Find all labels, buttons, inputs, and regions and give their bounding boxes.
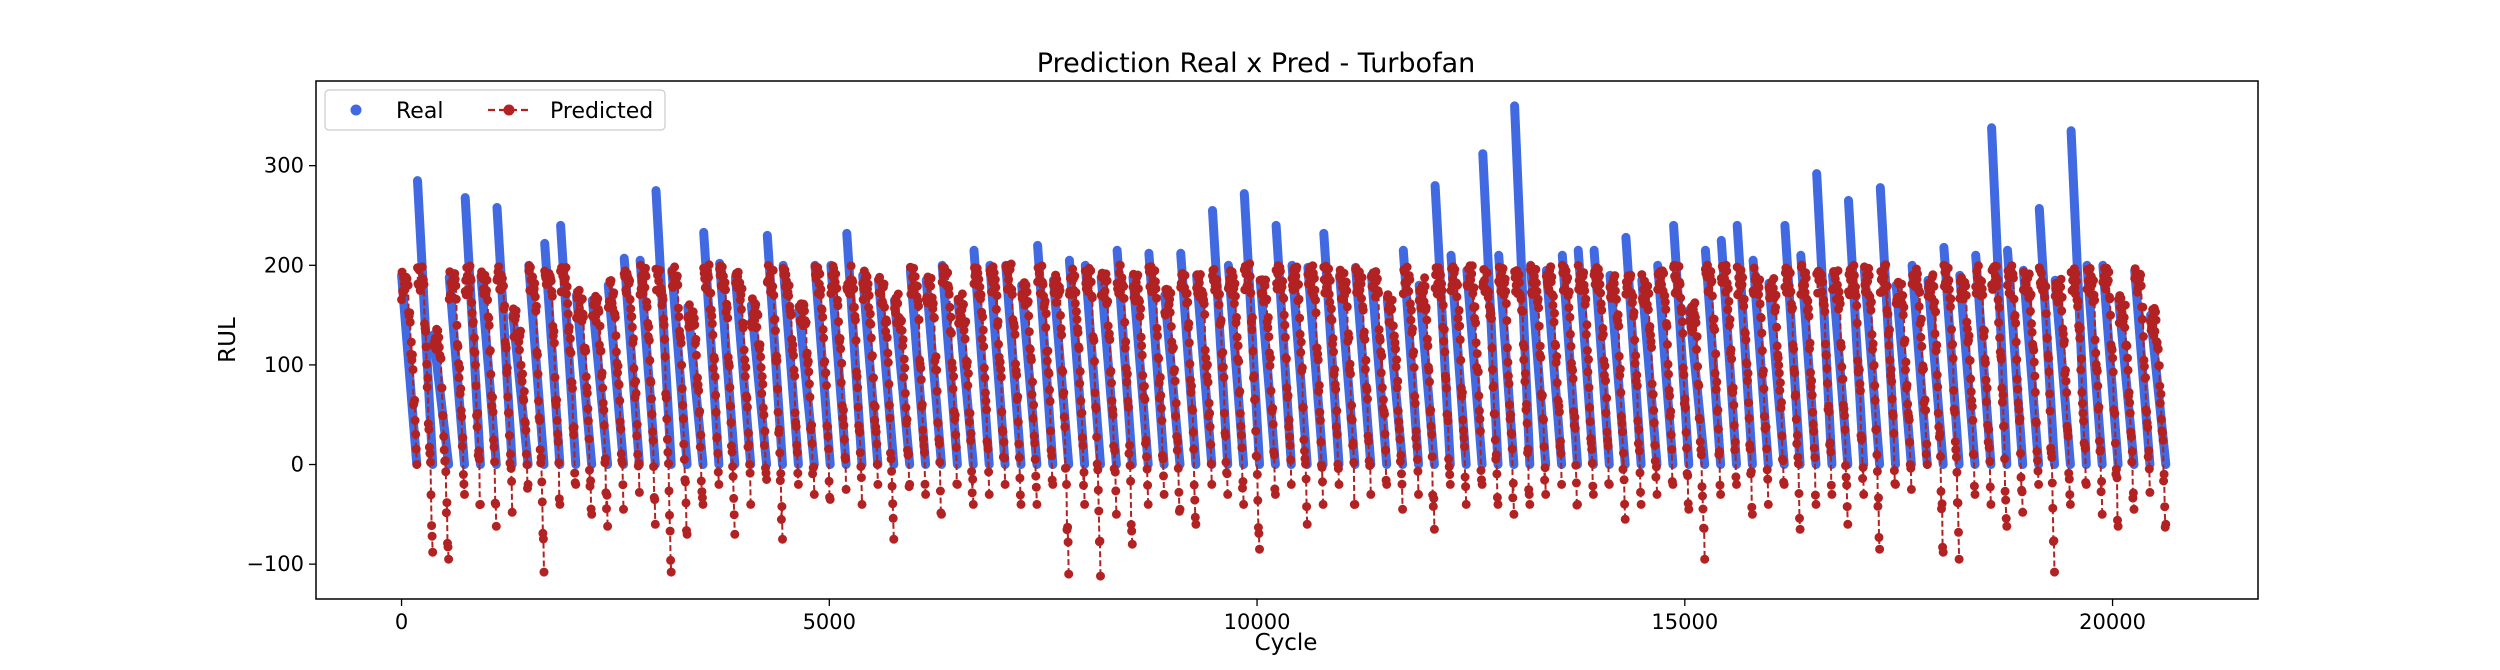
x-axis-ticks: 0 5000 10000 15000 20000 xyxy=(395,599,2146,634)
y-tick-label: 200 xyxy=(264,253,304,277)
x-tick-label: 20000 xyxy=(2079,610,2146,634)
y-axis-ticks: −100 0 100 200 300 xyxy=(246,154,316,576)
legend: Real Predicted xyxy=(324,89,666,131)
plot-frame xyxy=(315,80,2259,600)
x-tick-label: 10000 xyxy=(1224,610,1291,634)
legend-marker-real xyxy=(350,104,362,116)
y-axis-label: RUL xyxy=(215,317,241,363)
series-predicted-markers xyxy=(397,259,2171,581)
y-tick-label: 0 xyxy=(291,453,304,477)
chart-title: Prediction Real x Pred - Turbofan xyxy=(1037,48,1475,79)
y-tick-label: 300 xyxy=(264,154,304,178)
legend-marker-predicted xyxy=(503,104,515,116)
plot-area xyxy=(397,101,2171,581)
y-tick-label: −100 xyxy=(246,552,304,576)
x-tick-label: 15000 xyxy=(1651,610,1718,634)
x-axis-label: Cycle xyxy=(1255,630,1318,656)
x-tick-label: 0 xyxy=(395,610,408,634)
legend-label-predicted: Predicted xyxy=(550,99,653,124)
legend-label-real: Real xyxy=(396,99,443,124)
x-tick-label: 5000 xyxy=(803,610,856,634)
y-tick-label: 100 xyxy=(264,353,304,377)
